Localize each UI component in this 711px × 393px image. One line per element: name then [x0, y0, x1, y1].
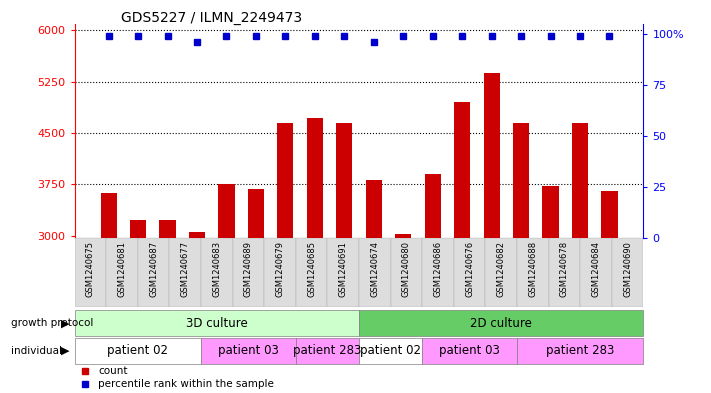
Bar	[201, 238, 232, 307]
Bar	[602, 191, 618, 238]
Bar	[390, 238, 422, 307]
Text: GSM1240679: GSM1240679	[276, 241, 284, 297]
Text: ▶: ▶	[61, 318, 70, 328]
Bar	[169, 238, 201, 307]
Bar	[483, 73, 500, 238]
Bar	[422, 338, 517, 364]
Bar	[218, 184, 235, 238]
Bar	[306, 118, 323, 238]
Bar	[454, 102, 470, 238]
Bar	[422, 238, 454, 307]
Bar	[395, 234, 412, 238]
Bar	[424, 174, 441, 238]
Bar	[517, 238, 549, 307]
Bar	[75, 338, 201, 364]
Bar	[612, 238, 643, 307]
Bar	[138, 238, 169, 307]
Bar	[75, 238, 106, 307]
Text: GSM1240684: GSM1240684	[592, 241, 601, 297]
Bar	[359, 238, 390, 307]
Text: patient 03: patient 03	[439, 344, 500, 357]
Bar	[486, 238, 517, 307]
Text: patient 283: patient 283	[293, 344, 362, 357]
Bar	[75, 310, 359, 336]
Text: individual: individual	[11, 346, 62, 356]
Text: patient 283: patient 283	[546, 344, 614, 357]
Bar	[328, 238, 359, 307]
Bar	[106, 238, 138, 307]
Text: GSM1240675: GSM1240675	[86, 241, 95, 297]
Bar	[296, 238, 328, 307]
Text: GSM1240686: GSM1240686	[434, 241, 442, 298]
Text: GSM1240676: GSM1240676	[465, 241, 474, 298]
Text: GSM1240691: GSM1240691	[338, 241, 348, 297]
Text: GSM1240683: GSM1240683	[213, 241, 221, 298]
Text: GSM1240678: GSM1240678	[560, 241, 569, 298]
Bar	[517, 338, 643, 364]
Text: patient 03: patient 03	[218, 344, 279, 357]
Text: GSM1240685: GSM1240685	[307, 241, 316, 297]
Text: GSM1240688: GSM1240688	[528, 241, 538, 298]
Bar	[542, 186, 559, 238]
Text: patient 02: patient 02	[360, 344, 421, 357]
Text: percentile rank within the sample: percentile rank within the sample	[98, 379, 274, 389]
Text: 2D culture: 2D culture	[470, 317, 533, 330]
Bar	[580, 238, 612, 307]
Text: GDS5227 / ILMN_2249473: GDS5227 / ILMN_2249473	[121, 11, 302, 25]
Text: GSM1240689: GSM1240689	[244, 241, 253, 297]
Text: count: count	[98, 366, 128, 376]
Text: growth protocol: growth protocol	[11, 318, 93, 328]
Bar	[359, 310, 643, 336]
Bar	[365, 180, 382, 238]
Bar	[232, 238, 264, 307]
Bar	[454, 238, 486, 307]
Bar	[264, 238, 296, 307]
Text: GSM1240680: GSM1240680	[402, 241, 411, 297]
Text: ▶: ▶	[61, 346, 70, 356]
Bar	[100, 193, 117, 238]
Text: 3D culture: 3D culture	[186, 317, 247, 330]
Bar	[359, 338, 422, 364]
Bar	[513, 123, 529, 238]
Bar	[159, 220, 176, 238]
Bar	[130, 220, 146, 238]
Text: GSM1240681: GSM1240681	[117, 241, 127, 297]
Text: GSM1240687: GSM1240687	[149, 241, 158, 298]
Text: GSM1240682: GSM1240682	[497, 241, 506, 297]
Bar	[296, 338, 359, 364]
Text: GSM1240690: GSM1240690	[623, 241, 632, 297]
Text: GSM1240674: GSM1240674	[370, 241, 380, 297]
Bar	[189, 231, 205, 238]
Bar	[549, 238, 580, 307]
Text: GSM1240677: GSM1240677	[181, 241, 190, 298]
Bar	[336, 123, 353, 238]
Bar	[201, 338, 296, 364]
Bar	[248, 189, 264, 238]
Bar	[277, 123, 294, 238]
Bar	[572, 123, 588, 238]
Text: patient 02: patient 02	[107, 344, 169, 357]
